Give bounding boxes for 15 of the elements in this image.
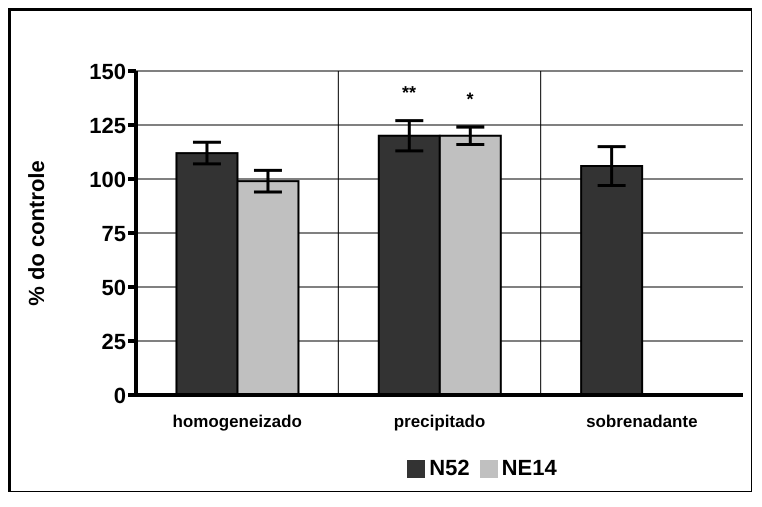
x-tick-label: sobrenadante: [586, 412, 698, 432]
y-axis-title: % do controle: [24, 160, 49, 306]
y-tick-label: 75: [102, 220, 126, 246]
annotation: *: [466, 89, 474, 110]
y-tick-label: 0: [114, 382, 126, 408]
y-tick-label: 150: [89, 58, 126, 84]
y-tick-label: 125: [89, 112, 126, 138]
x-tick-label: homogeneizado: [172, 412, 302, 432]
legend-label: N52: [429, 455, 470, 480]
legend-label: NE14: [502, 455, 557, 480]
x-tick-label: precipitado: [394, 412, 486, 432]
y-tick-label: 50: [102, 274, 126, 300]
y-tick-label: 100: [89, 166, 126, 192]
annotation: **: [402, 82, 416, 103]
y-tick-label: 25: [102, 328, 126, 354]
